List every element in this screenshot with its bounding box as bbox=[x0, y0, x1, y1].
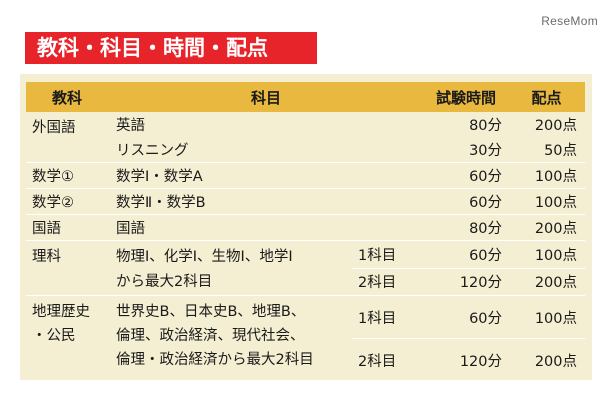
course-social: 世界史B、日本史B、地理B、 倫理、政治経済、現代社会、 倫理・政治経済から最大… bbox=[108, 296, 352, 382]
subject-science: 理科 bbox=[26, 240, 108, 296]
header-course: 科目 bbox=[108, 82, 425, 112]
points-cell: 200点 bbox=[508, 214, 586, 241]
time-cell: 80分 bbox=[469, 118, 503, 134]
table-row: 外国語 英語 80分 200点 bbox=[26, 112, 585, 163]
table-row: 数学② 数学Ⅱ・数学B 60分 100点 bbox=[26, 188, 586, 215]
count-cell: 2科目 bbox=[352, 268, 425, 296]
header-points: 配点 bbox=[508, 82, 586, 112]
subject-math2: 数学② bbox=[26, 188, 108, 215]
course-line: 物理Ⅰ、化学Ⅰ、生物Ⅰ、地学Ⅰ bbox=[116, 249, 293, 265]
watermark-logo: ReseMom bbox=[541, 14, 598, 28]
points-cell: 200点 bbox=[534, 118, 578, 134]
course-cell: 数学Ⅰ・数学A bbox=[108, 162, 425, 189]
table-row: 地理歴史 ・公民 世界史B、日本史B、地理B、 倫理、政治経済、現代社会、 倫理… bbox=[26, 295, 586, 368]
count-cell: 1科目 bbox=[352, 240, 425, 269]
points-cell: 200点 bbox=[508, 268, 586, 296]
course-cell: 国語 bbox=[108, 214, 425, 241]
table-header-row: 教科 科目 試験時間 配点 bbox=[26, 82, 586, 112]
course-line: から最大2科目 bbox=[116, 274, 213, 290]
table-row: 理科 物理Ⅰ、化学Ⅰ、生物Ⅰ、地学Ⅰ から最大2科目 1科目 60分 100点 bbox=[26, 240, 586, 296]
time-cell: 60分 bbox=[424, 240, 509, 269]
points-cell: 100点 bbox=[508, 295, 586, 339]
subject-japanese: 国語 bbox=[26, 214, 108, 241]
course-line: 倫理・政治経済から最大2科目 bbox=[116, 352, 314, 368]
count-cell: 1科目 bbox=[352, 295, 425, 339]
points-cell: 200点 bbox=[534, 353, 578, 370]
course-cell: リスニング bbox=[108, 137, 425, 163]
points-cell: 50点 bbox=[508, 137, 586, 163]
subject-foreign: 外国語 bbox=[26, 112, 108, 163]
subject-math1: 数学① bbox=[26, 162, 108, 189]
subject-social: 地理歴史 ・公民 bbox=[26, 296, 108, 382]
points-cell: 100点 bbox=[508, 188, 586, 215]
time-cell: 60分 bbox=[424, 295, 509, 339]
table-row: 国語 国語 80分 200点 bbox=[26, 214, 586, 241]
count-cell: 2科目 bbox=[358, 353, 397, 370]
table-row: 2科目 120分 200点 bbox=[26, 268, 586, 296]
time-cell: 60分 bbox=[424, 188, 509, 215]
header-time: 試験時間 bbox=[424, 82, 509, 112]
time-cell: 120分 bbox=[459, 353, 503, 370]
course-science: 物理Ⅰ、化学Ⅰ、生物Ⅰ、地学Ⅰ から最大2科目 bbox=[108, 240, 352, 296]
time-cell: 60分 bbox=[424, 162, 509, 189]
table-row: リスニング 30分 50点 bbox=[26, 137, 586, 163]
exam-table-panel: 教科 科目 試験時間 配点 外国語 英語 80分 200点 リスニング 30分 … bbox=[20, 74, 592, 380]
time-cell: 80分 bbox=[424, 214, 509, 241]
time-cell: 120分 bbox=[424, 268, 509, 296]
page-title: 教科・科目・時間・配点 bbox=[25, 32, 317, 64]
table-row: 2科目 120分 200点 bbox=[26, 339, 585, 382]
points-cell: 100点 bbox=[508, 162, 586, 189]
table-row: 数学① 数学Ⅰ・数学A 60分 100点 bbox=[26, 162, 586, 189]
course-line: 倫理、政治経済、現代社会、 bbox=[116, 328, 305, 344]
header-subject: 教科 bbox=[26, 82, 108, 112]
time-cell: 30分 bbox=[424, 137, 509, 163]
course-cell: 英語 bbox=[116, 118, 145, 134]
subject-line: 地理歴史 bbox=[32, 304, 90, 320]
course-line: 世界史B、日本史B、地理B、 bbox=[116, 304, 306, 320]
points-cell: 100点 bbox=[508, 240, 586, 269]
course-cell: 数学Ⅱ・数学B bbox=[108, 188, 425, 215]
exam-table: 教科 科目 試験時間 配点 外国語 英語 80分 200点 リスニング 30分 … bbox=[26, 82, 586, 382]
subject-line: ・公民 bbox=[32, 328, 76, 344]
